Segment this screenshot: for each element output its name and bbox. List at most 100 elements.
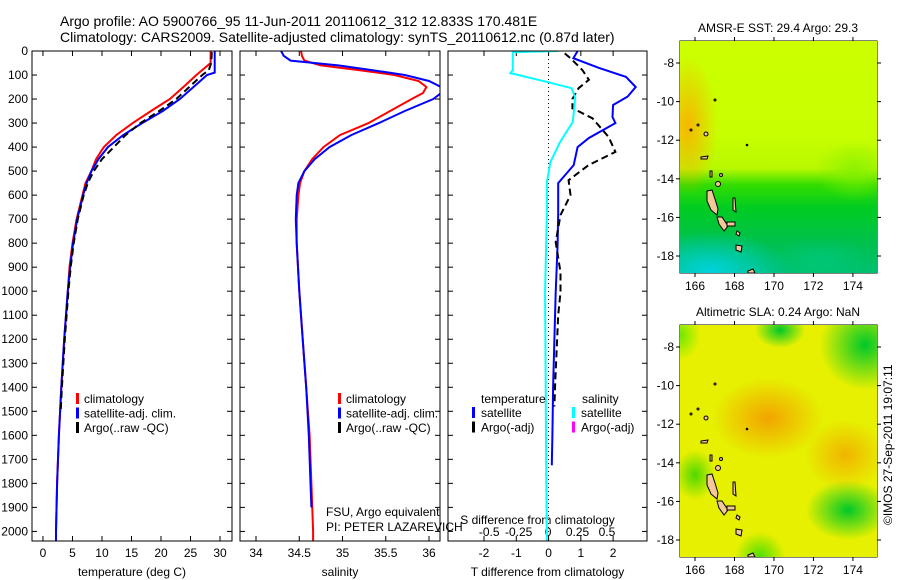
island-efate <box>735 244 743 253</box>
y-tick-label: 1800 <box>1 476 28 490</box>
s-tick-label: -0.25 <box>505 525 533 539</box>
legend-swatch <box>338 422 341 433</box>
x-tick-label: 0 <box>40 546 47 560</box>
temperature-panel: 0100200300400500600700800900100011001200… <box>1 44 233 579</box>
y-tick-label: 1100 <box>2 308 28 322</box>
lon-tick-label: 166 <box>685 279 705 293</box>
climatology-line <box>55 51 212 541</box>
satellite-adj-clim--line <box>280 51 440 508</box>
temperature-satellite-line <box>550 51 638 466</box>
lat-tick-label: -16 <box>657 494 675 508</box>
lon-tick-label: 174 <box>843 563 863 577</box>
legend-swatch <box>338 407 341 419</box>
y-tick-label: 1200 <box>1 332 28 346</box>
lat-tick-label: -12 <box>657 417 675 431</box>
y-tick-label: 1500 <box>1 404 28 418</box>
legend-swatch <box>76 422 79 433</box>
y-tick-label: 1700 <box>1 452 28 466</box>
legend-heading: temperature <box>481 392 546 406</box>
lon-tick-label: 166 <box>685 563 705 577</box>
satellite-adj-clim--line <box>55 51 216 541</box>
island-small <box>719 173 723 177</box>
legend-label: Argo(..raw -QC) <box>84 421 169 435</box>
island-small <box>745 143 749 147</box>
sst-map <box>680 41 877 273</box>
legend-label: satellite-adj. clim. <box>84 407 176 421</box>
s-axis-label: S difference from climatology <box>460 513 615 527</box>
y-tick-label: 400 <box>8 140 28 154</box>
y-tick-label: 500 <box>8 164 28 178</box>
island-ambrym <box>726 221 736 227</box>
y-tick-label: 900 <box>8 260 28 274</box>
lat-tick-label: -14 <box>657 456 675 470</box>
institution-note: FSU, Argo equivalent <box>326 505 440 519</box>
s-tick-label: 0.25 <box>566 525 590 539</box>
y-tick-label: 600 <box>8 188 28 202</box>
legend-label: Argo(..raw -QC) <box>346 421 431 435</box>
plot-frame <box>31 50 233 542</box>
island-erromango <box>747 268 756 273</box>
legend-label: Argo(-adj) <box>581 421 634 435</box>
lat-tick-label: -12 <box>657 133 675 147</box>
x-tick-label: 34.5 <box>288 546 312 560</box>
y-tick-label: 700 <box>8 212 28 226</box>
x-tick-label: -2 <box>479 546 490 560</box>
imos-timestamp: ©IMOS 27-Sep-2011 19:07:11 <box>881 364 895 526</box>
s-tick-label: 0.5 <box>599 525 616 539</box>
y-tick-label: 0 <box>21 44 28 58</box>
temperature-argo-adj--line <box>553 52 617 407</box>
legend-swatch <box>338 393 341 404</box>
island-malekula <box>716 216 729 232</box>
legend-label: satellite <box>481 406 522 420</box>
x-tick-label: 1 <box>577 546 584 560</box>
pi-note: PI: PETER LAZAREVICH <box>326 520 463 534</box>
lon-tick-label: 168 <box>724 563 744 577</box>
island-espiritu-santo <box>706 189 719 216</box>
legend-label: Argo(-adj) <box>481 421 534 435</box>
plot-frame <box>447 50 648 542</box>
legend-label: satellite <box>581 406 622 420</box>
x-tick-label: 10 <box>95 546 109 560</box>
argo-raw-qc--line <box>59 52 213 412</box>
island-epi <box>735 230 741 237</box>
lat-tick-label: -10 <box>657 379 675 393</box>
island-pentecost <box>732 197 737 213</box>
lat-tick-label: -8 <box>663 340 674 354</box>
island-banks <box>700 155 709 160</box>
x-tick-label: 20 <box>154 546 168 560</box>
island-small <box>715 181 721 187</box>
island-small <box>696 123 700 127</box>
legend-swatch <box>76 393 79 404</box>
island-small <box>703 131 709 137</box>
figure-title-line1: Argo profile: AO 5900766_95 11-Jun-2011 … <box>60 13 538 29</box>
x-axis-label: T difference from climatology <box>471 565 625 579</box>
x-tick-label: 36 <box>422 546 436 560</box>
salinity-panel: 34 34.5 35 35.5 36 salinity climatologysatelli… <box>239 50 441 579</box>
x-axis-label: temperature (deg C) <box>78 565 186 579</box>
y-tick-label: 1600 <box>1 428 28 442</box>
legend-swatch <box>472 421 475 433</box>
sla-map-title: Altimetric SLA: 0.24 Argo: NaN <box>695 305 861 319</box>
legend-label: climatology <box>346 392 406 406</box>
x-axis-label: salinity <box>322 565 359 579</box>
lat-tick-label: -18 <box>657 533 675 547</box>
y-tick-label: 800 <box>8 236 28 250</box>
y-tick-label: 100 <box>8 68 28 82</box>
x-tick-label: 34 <box>249 546 263 560</box>
x-tick-label: 0 <box>545 546 552 560</box>
islands <box>689 98 756 273</box>
s-tick-label: 0 <box>545 525 552 539</box>
legend-swatch <box>572 407 575 418</box>
difference-panel: -2 -1 0 1 2 T difference from climatology -0.5… <box>447 50 648 579</box>
island-small <box>689 128 693 132</box>
island-small <box>709 170 713 178</box>
lon-tick-label: 172 <box>803 279 823 293</box>
y-tick-label: 200 <box>8 92 28 106</box>
legend-swatch <box>76 407 79 419</box>
lon-tick-label: 170 <box>764 279 784 293</box>
legend-swatch <box>472 407 475 418</box>
lat-tick-label: -14 <box>657 172 675 186</box>
y-tick-label: 1000 <box>1 284 28 298</box>
legend-swatch <box>572 421 575 433</box>
lon-tick-label: 174 <box>843 279 863 293</box>
